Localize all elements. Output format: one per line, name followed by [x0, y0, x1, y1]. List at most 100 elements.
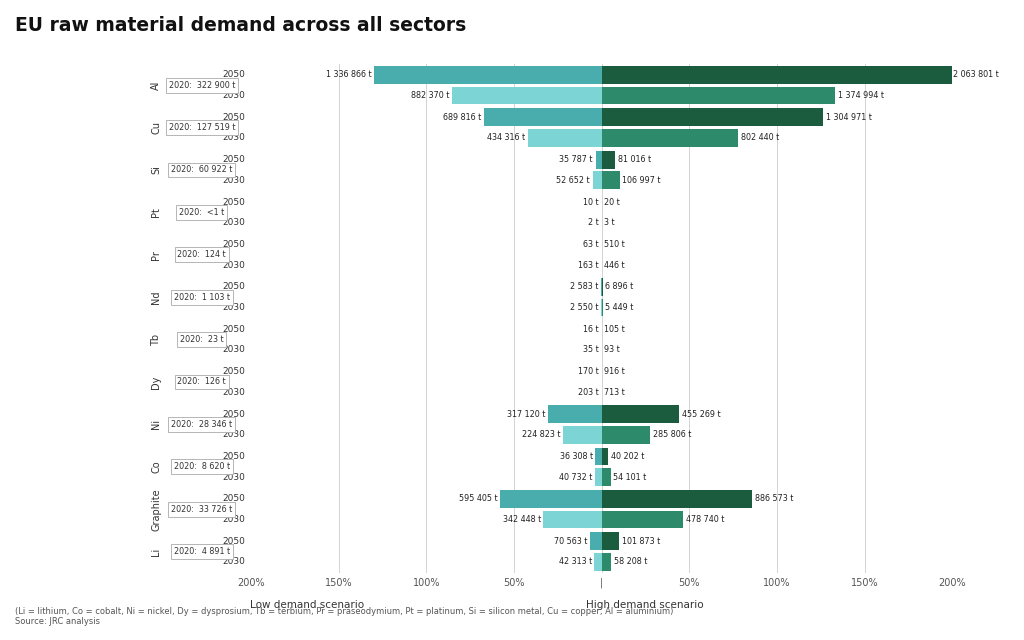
Bar — [452, 86, 602, 104]
Bar — [602, 468, 610, 486]
Text: 2020:  322 900 t: 2020: 322 900 t — [169, 81, 234, 90]
Text: 317 120 t: 317 120 t — [507, 410, 545, 419]
Bar — [602, 511, 683, 529]
Bar — [602, 151, 615, 168]
Text: 2050: 2050 — [223, 494, 246, 504]
Text: 2020:  124 t: 2020: 124 t — [177, 250, 226, 259]
Text: 2050: 2050 — [223, 537, 246, 546]
Bar — [602, 553, 611, 571]
Text: 40 732 t: 40 732 t — [559, 472, 592, 482]
Text: 203 t: 203 t — [579, 388, 599, 397]
Text: (Li = lithium, Co = cobalt, Ni = nickel, Dy = dysprosium, Tb = terbium, Pr = pra: (Li = lithium, Co = cobalt, Ni = nickel,… — [15, 607, 674, 626]
Bar — [602, 490, 753, 508]
Text: 2020:  23 t: 2020: 23 t — [180, 335, 223, 344]
Text: 446 t: 446 t — [604, 260, 625, 269]
Text: 2030: 2030 — [223, 303, 246, 312]
Text: 2030: 2030 — [223, 91, 246, 100]
Bar — [544, 511, 602, 529]
Bar — [595, 447, 602, 465]
Text: Tb: Tb — [152, 333, 161, 346]
Text: 2 550 t: 2 550 t — [570, 303, 599, 312]
Text: Cu: Cu — [152, 121, 161, 134]
Text: 886 573 t: 886 573 t — [755, 494, 794, 504]
Bar — [602, 447, 608, 465]
Bar — [595, 468, 602, 486]
Text: 342 448 t: 342 448 t — [503, 515, 541, 524]
Text: 2030: 2030 — [223, 388, 246, 397]
Text: 93 t: 93 t — [604, 346, 620, 355]
Text: 106 997 t: 106 997 t — [623, 176, 660, 185]
Text: High demand scenario: High demand scenario — [587, 600, 703, 611]
Text: 455 269 t: 455 269 t — [682, 410, 720, 419]
Text: 802 440 t: 802 440 t — [740, 133, 779, 143]
Text: 2020:  126 t: 2020: 126 t — [177, 378, 226, 387]
Text: 58 208 t: 58 208 t — [614, 557, 647, 566]
Text: 36 308 t: 36 308 t — [560, 452, 593, 461]
Bar — [563, 426, 602, 444]
Text: 285 806 t: 285 806 t — [652, 430, 691, 439]
Text: 2020:  127 519 t: 2020: 127 519 t — [169, 123, 236, 132]
Text: 2020:  28 346 t: 2020: 28 346 t — [171, 420, 232, 429]
Text: 2020:  4 891 t: 2020: 4 891 t — [174, 547, 229, 556]
Text: Al: Al — [152, 81, 161, 90]
Text: Pt: Pt — [152, 207, 161, 218]
Text: Low demand scenario: Low demand scenario — [250, 600, 365, 611]
Text: 2 063 801 t: 2 063 801 t — [953, 70, 999, 79]
Text: 2030: 2030 — [223, 472, 246, 482]
Text: 434 316 t: 434 316 t — [487, 133, 525, 143]
Bar — [484, 108, 602, 126]
Text: 510 t: 510 t — [604, 240, 625, 249]
Text: 2020:  33 726 t: 2020: 33 726 t — [171, 505, 232, 514]
Text: 2030: 2030 — [223, 218, 246, 227]
Bar — [594, 553, 602, 571]
Text: 42 313 t: 42 313 t — [558, 557, 592, 566]
Bar — [596, 151, 602, 168]
Text: 2020:  60 922 t: 2020: 60 922 t — [171, 166, 232, 175]
Text: 163 t: 163 t — [579, 260, 599, 269]
Text: 54 101 t: 54 101 t — [613, 472, 647, 482]
Text: 2020:  <1 t: 2020: <1 t — [179, 208, 224, 217]
Text: 2050: 2050 — [223, 113, 246, 122]
Bar — [602, 405, 679, 423]
Text: 1 374 994 t: 1 374 994 t — [838, 91, 884, 100]
Text: 478 740 t: 478 740 t — [686, 515, 724, 524]
Text: 2050: 2050 — [223, 452, 246, 461]
Text: 2030: 2030 — [223, 430, 246, 439]
Text: 40 202 t: 40 202 t — [611, 452, 644, 461]
Text: Si: Si — [152, 166, 161, 175]
Text: Nd: Nd — [152, 291, 161, 304]
Text: 2 583 t: 2 583 t — [570, 282, 599, 291]
Text: 2030: 2030 — [223, 515, 246, 524]
Text: 2050: 2050 — [223, 155, 246, 164]
Text: 3 t: 3 t — [604, 218, 614, 227]
Text: Graphite: Graphite — [152, 488, 161, 531]
Text: 81 016 t: 81 016 t — [618, 155, 651, 164]
Bar — [602, 86, 836, 104]
Bar — [602, 129, 738, 147]
Text: 916 t: 916 t — [604, 367, 625, 376]
Text: 2030: 2030 — [223, 557, 246, 566]
Text: 595 405 t: 595 405 t — [459, 494, 498, 504]
Text: 70 563 t: 70 563 t — [554, 537, 587, 546]
Text: 2030: 2030 — [223, 260, 246, 269]
Text: 2030: 2030 — [223, 176, 246, 185]
Text: 1 304 971 t: 1 304 971 t — [826, 113, 871, 122]
Text: 2050: 2050 — [223, 282, 246, 291]
Bar — [527, 129, 602, 147]
Text: Dy: Dy — [152, 375, 161, 388]
Bar — [501, 490, 602, 508]
Text: 882 370 t: 882 370 t — [411, 91, 449, 100]
Text: 35 t: 35 t — [584, 346, 599, 355]
Text: 6 896 t: 6 896 t — [605, 282, 634, 291]
Text: 2050: 2050 — [223, 198, 246, 207]
Text: 5 449 t: 5 449 t — [605, 303, 634, 312]
Bar — [602, 66, 952, 84]
Text: Ni: Ni — [152, 419, 161, 429]
Text: Co: Co — [152, 461, 161, 473]
Text: 2020:  1 103 t: 2020: 1 103 t — [174, 292, 229, 301]
Bar — [602, 278, 603, 296]
Text: 63 t: 63 t — [584, 240, 599, 249]
Text: 10 t: 10 t — [584, 198, 599, 207]
Text: EU raw material demand across all sectors: EU raw material demand across all sector… — [15, 16, 467, 35]
Text: 35 787 t: 35 787 t — [559, 155, 593, 164]
